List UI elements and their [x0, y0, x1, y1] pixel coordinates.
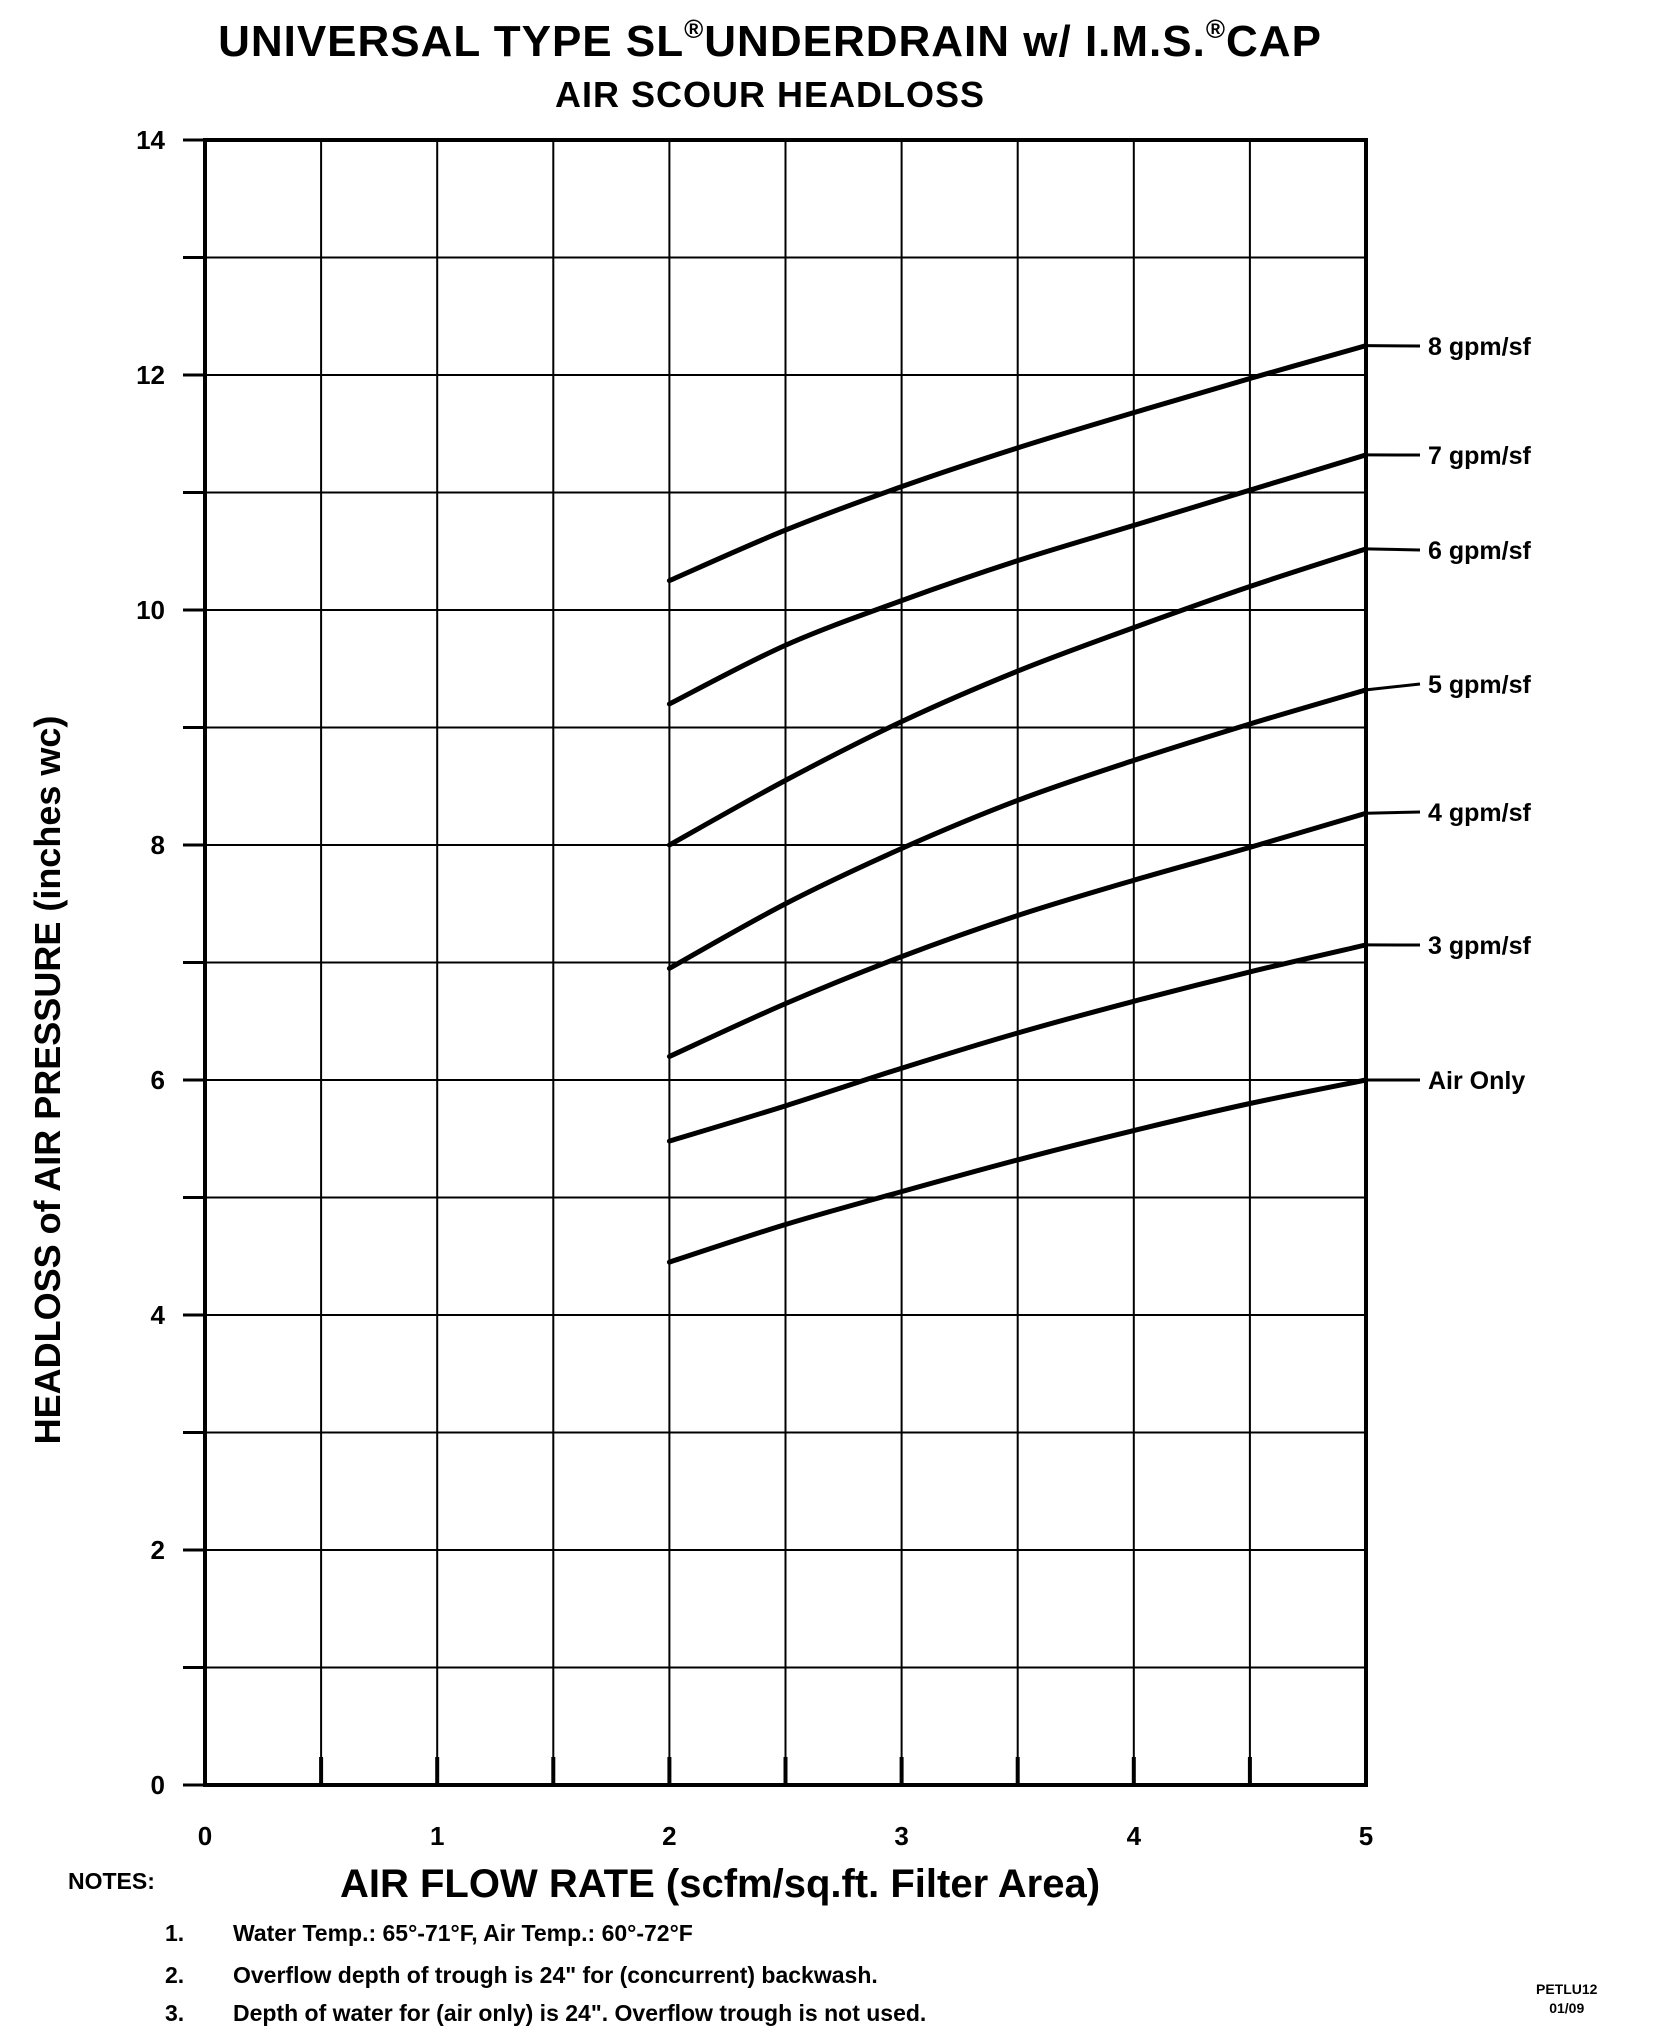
series-leader-line: [1365, 547, 1421, 552]
series-label: 5 gpm/sf: [1428, 671, 1531, 699]
series-leader-line: [1365, 810, 1421, 815]
x-tick-label: 0: [198, 1821, 212, 1851]
series-line: [666, 810, 1369, 1059]
y-tick-label: 8: [151, 830, 165, 860]
series-line: [666, 343, 1369, 584]
notes-title: NOTES:: [68, 1868, 155, 1894]
series-label: 6 gpm/sf: [1428, 537, 1531, 565]
note-item: 1. Water Temp.: 65°-71°F, Air Temp.: 60°-…: [165, 1920, 693, 1946]
document-id: PETLU12 01/09: [1536, 1981, 1598, 2016]
series-line: [666, 1077, 1369, 1265]
y-tick-label: 14: [136, 125, 165, 155]
x-tick-label: 4: [1127, 1821, 1142, 1851]
y-tick-label: 4: [151, 1300, 166, 1330]
note-item: 3. Depth of water for (air only) is 24". …: [165, 2000, 927, 2026]
series-label: 3 gpm/sf: [1428, 932, 1531, 960]
y-axis-label: HEADLOSS of AIR PRESSURE (inches wc): [27, 715, 68, 1445]
chart-subtitle: AIR SCOUR HEADLOSS: [554, 74, 986, 115]
x-tick-label: 2: [662, 1821, 676, 1851]
series-line: [666, 452, 1369, 707]
series-line: [666, 546, 1369, 848]
y-tick-label: 12: [136, 360, 165, 390]
note-item: 2. Overflow depth of trough is 24" for (c…: [165, 1962, 878, 1988]
y-tick-label: 6: [151, 1065, 165, 1095]
series-label: Air Only: [1428, 1067, 1525, 1095]
registered-mark: ®: [1205, 14, 1227, 44]
y-tick-label: 2: [151, 1535, 165, 1565]
series-label: 4 gpm/sf: [1428, 799, 1531, 827]
series-leader-line: [1365, 682, 1421, 692]
series-line: [666, 687, 1369, 971]
x-tick-label: 3: [894, 1821, 908, 1851]
y-tick-label: 10: [136, 595, 165, 625]
x-tick-label: 5: [1359, 1821, 1373, 1851]
registered-mark: ®: [684, 14, 705, 44]
chart-title: UNIVERSAL TYPE SL®UNDERDRAIN w/ I.M.S.®C…: [218, 14, 1322, 66]
x-tick-label: 1: [430, 1821, 444, 1851]
series-label: 8 gpm/sf: [1428, 333, 1531, 361]
series-line: [666, 942, 1369, 1144]
x-axis-label: AIR FLOW RATE (scfm/sq.ft. Filter Area): [340, 1862, 1101, 1906]
y-tick-label: 0: [151, 1770, 165, 1800]
series-label: 7 gpm/sf: [1428, 442, 1531, 470]
